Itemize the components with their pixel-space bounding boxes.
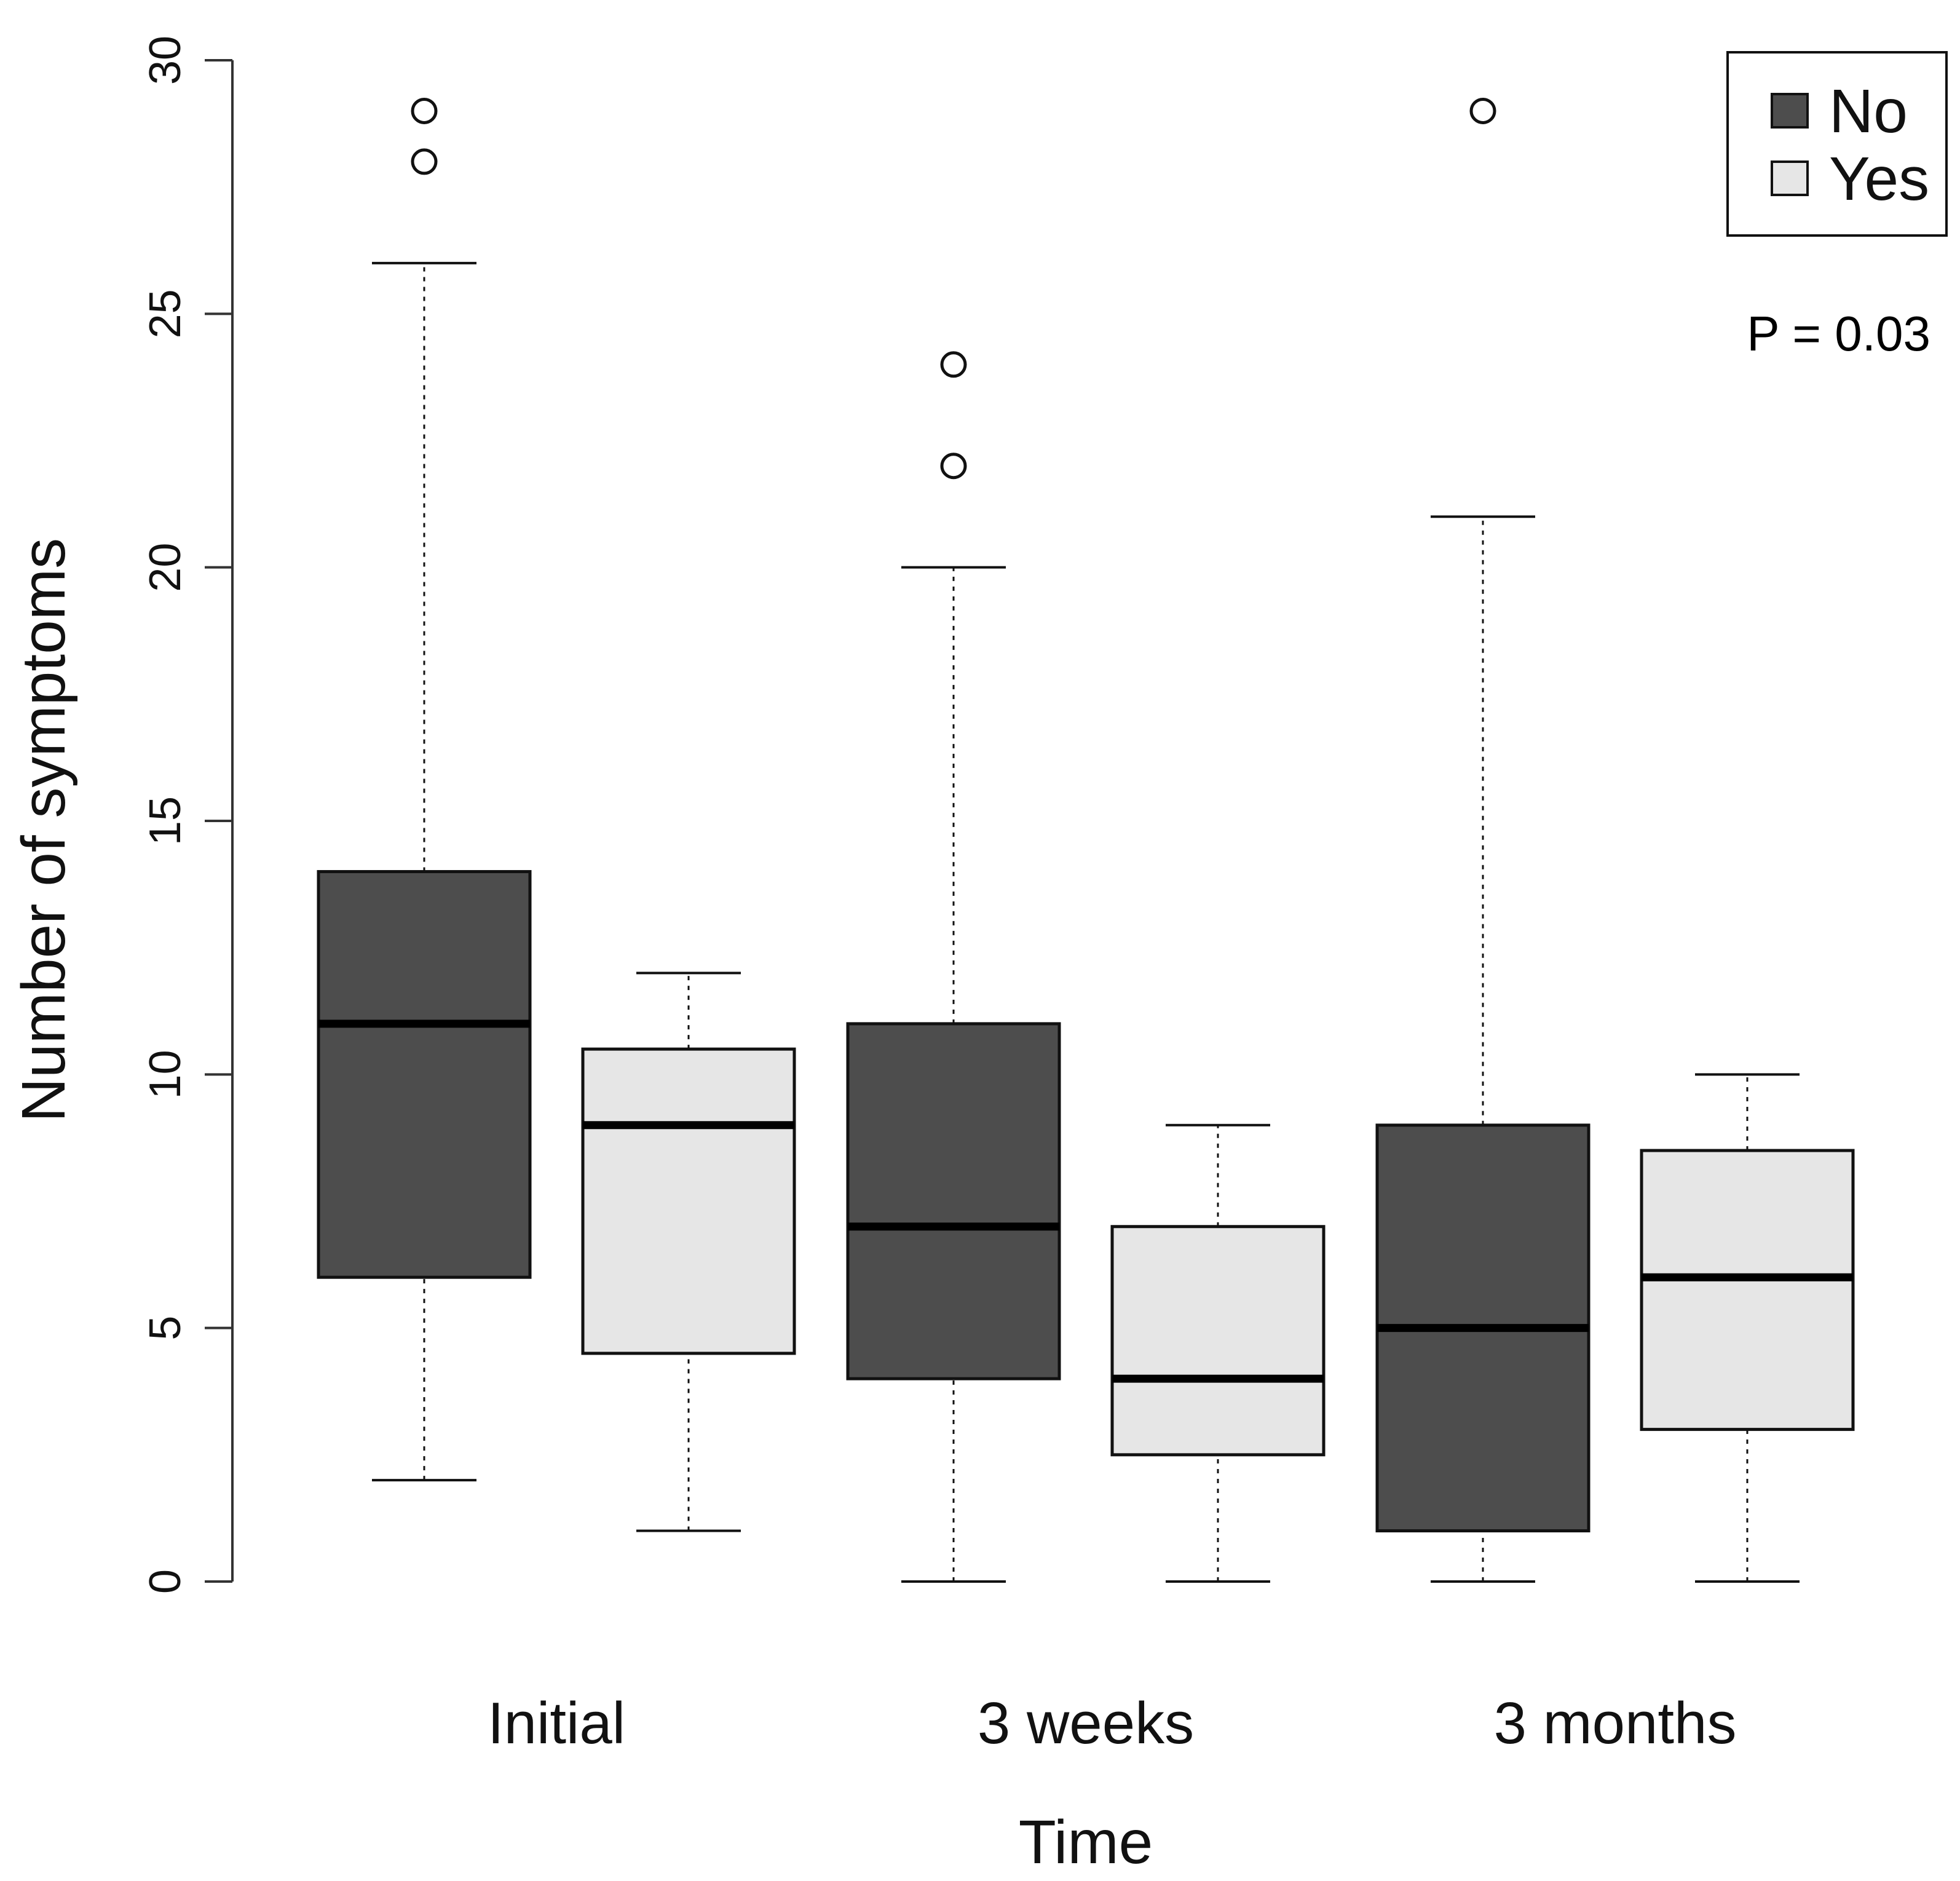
box-yes-2 <box>1640 1073 1855 1583</box>
iqr-box <box>1640 1149 1855 1432</box>
outlier-point <box>940 453 967 480</box>
outlier-point <box>940 351 967 378</box>
x-category-label: 3 months <box>1494 1690 1737 1756</box>
y-tick-label: 25 <box>141 289 190 338</box>
box-no-1 <box>846 351 1061 1583</box>
box-no-2 <box>1375 97 1591 1583</box>
x-category-label: 3 weeks <box>978 1690 1194 1756</box>
y-tick-label: 30 <box>141 36 190 85</box>
plot-area: Initial 3 weeks 3 months <box>317 97 1855 1756</box>
x-axis-title: Time <box>1019 1808 1153 1877</box>
box-yes-0 <box>581 972 796 1532</box>
outlier-point <box>1469 97 1496 124</box>
y-tick-label: 15 <box>141 796 190 845</box>
y-tick-label: 20 <box>141 543 190 592</box>
box-no-0 <box>317 97 532 1482</box>
iqr-box <box>846 1022 1061 1380</box>
legend-swatch <box>1771 160 1809 196</box>
legend-swatch <box>1771 93 1809 129</box>
iqr-box <box>581 1047 796 1355</box>
p-value-annotation: P = 0.03 <box>1747 306 1930 361</box>
y-tick-label: 0 <box>141 1569 190 1594</box>
box-yes-1 <box>1110 1123 1326 1583</box>
outlier-point <box>411 97 438 124</box>
outlier-point <box>411 148 438 175</box>
y-tick-label: 5 <box>141 1316 190 1340</box>
iqr-box <box>317 869 532 1279</box>
x-category-label: Initial <box>488 1690 625 1756</box>
iqr-box <box>1110 1225 1326 1457</box>
legend-label: Yes <box>1829 145 1929 213</box>
legend-frame <box>1726 51 1948 237</box>
legend-label: No <box>1829 77 1908 146</box>
y-axis-title: Number of symptoms <box>9 538 78 1122</box>
y-tick-label: 10 <box>141 1050 190 1099</box>
y-axis: 0 5 10 15 20 25 30 <box>141 36 234 1594</box>
